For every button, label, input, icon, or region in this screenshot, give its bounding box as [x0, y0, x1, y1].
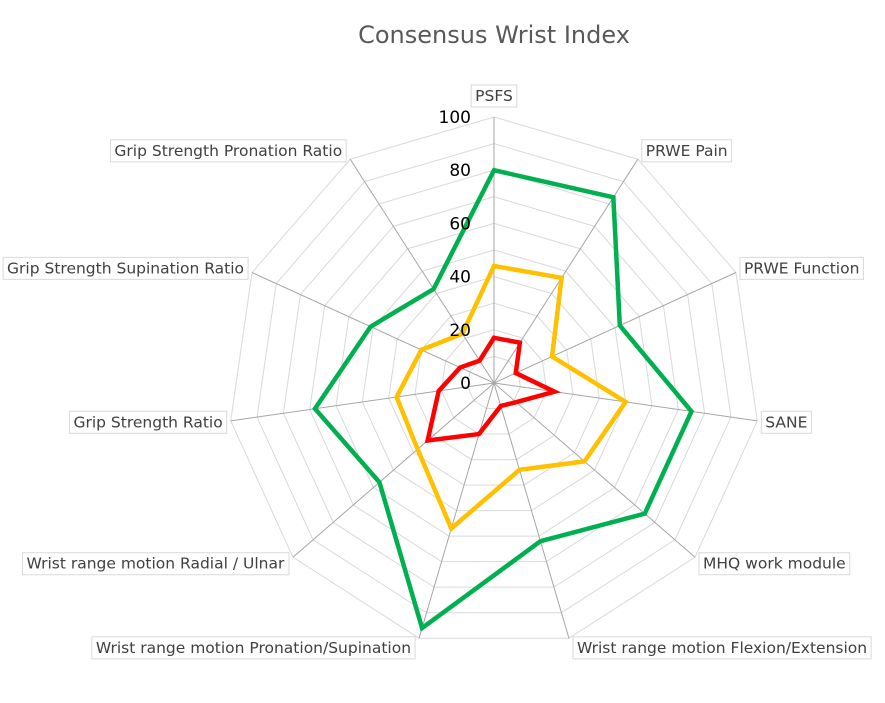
category-label-text: Grip Strength Ratio [73, 413, 222, 431]
data-point [689, 409, 693, 413]
tick-label: 40 [449, 268, 471, 288]
data-point [432, 287, 436, 291]
series-line [424, 335, 561, 444]
grid-ring [414, 302, 574, 461]
category-label-text: SANE [765, 413, 807, 431]
grid-spoke [493, 382, 696, 558]
data-point [492, 264, 496, 268]
data-point [395, 395, 399, 399]
category-label: PRWE Function [739, 256, 864, 280]
data-point [514, 400, 518, 404]
grid-spoke [292, 382, 495, 558]
data-point [518, 341, 522, 345]
grid-ring [335, 222, 653, 537]
data-point [478, 359, 482, 363]
category-label-text: Wrist range motion Flexion/Extension [577, 639, 867, 657]
category-label: Wrist range motion Pronation/Supination [91, 636, 416, 660]
category-label: Grip Strength Pronation Ratio [109, 139, 347, 163]
series-line [312, 167, 695, 632]
grid-spoke [230, 382, 495, 422]
category-label-text: PRWE Pain [646, 142, 728, 160]
category-label-box [470, 84, 518, 108]
data-point [618, 324, 622, 328]
data-point [643, 512, 647, 516]
grid-ring [388, 276, 600, 486]
data-point [624, 400, 628, 404]
category-label-text: PSFS [475, 87, 513, 105]
grid-ring [282, 169, 706, 588]
category-label: SANE [760, 410, 812, 434]
category-label-text: PRWE Function [744, 259, 859, 277]
category-label: Grip Strength Supination Ratio [2, 256, 249, 280]
data-point [492, 168, 496, 172]
data-point [437, 389, 441, 393]
tick-label: 20 [449, 321, 471, 341]
data-point [420, 626, 424, 630]
category-label-box [739, 256, 864, 280]
category-label-text: Wrist range motion Radial / Ulnar [26, 555, 285, 573]
grid-ring [230, 116, 758, 639]
grid-ring [440, 329, 548, 435]
data-point [416, 447, 420, 451]
data-point [449, 526, 453, 530]
data-point [538, 539, 542, 543]
radar-grid [230, 116, 758, 639]
category-label-text: MHQ work module [703, 555, 846, 573]
data-point [514, 371, 518, 375]
grid-ring [256, 143, 732, 614]
category-label: Wrist range motion Flexion/Extension [572, 636, 872, 660]
category-label: MHQ work module [698, 552, 851, 576]
series-line [394, 263, 629, 533]
category-label-box [698, 552, 851, 576]
data-point [377, 480, 381, 484]
tick-label: 0 [460, 374, 471, 394]
data-point [553, 390, 557, 394]
category-label-text: Grip Strength Pronation Ratio [114, 142, 342, 160]
data-point [517, 468, 521, 472]
grid-ring [309, 196, 679, 563]
data-point [550, 354, 554, 358]
category-label: Grip Strength Ratio [68, 410, 228, 434]
category-label: Wrist range motion Radial / Ulnar [21, 552, 290, 576]
tick-label: 100 [439, 108, 471, 128]
category-label-box [760, 410, 812, 434]
grid-spoke [493, 272, 737, 384]
radar-series [312, 167, 695, 632]
data-point [419, 348, 423, 352]
category-label-box [21, 552, 290, 576]
data-point [313, 407, 317, 411]
category-label-box [109, 139, 347, 163]
data-point [611, 195, 615, 199]
data-point [582, 459, 586, 463]
category-label-box [2, 256, 249, 280]
category-labels: PSFS PRWE Pain PRWE Function SANE MHQ work m… [2, 84, 872, 660]
tick-label: 60 [449, 214, 471, 234]
radial-tick-labels: 0 20 40 60 80 100 [439, 108, 471, 394]
category-label: PRWE Pain [641, 139, 733, 163]
data-point [426, 438, 430, 442]
data-point [560, 276, 564, 280]
category-label-text: Grip Strength Supination Ratio [7, 259, 244, 277]
tick-label: 80 [449, 161, 471, 181]
data-point [369, 325, 373, 329]
data-point [477, 432, 481, 436]
category-label-box [91, 636, 416, 660]
data-point [458, 366, 462, 370]
category-label-box [68, 410, 228, 434]
grid-spoke [418, 382, 495, 639]
chart-title: Consensus Wrist Index [358, 21, 630, 49]
data-point [460, 332, 464, 336]
category-label-box [641, 139, 733, 163]
category-label: PSFS [470, 84, 518, 108]
grid-spoke [349, 158, 495, 384]
category-label-box [572, 636, 872, 660]
category-label-text: Wrist range motion Pronation/Supination [96, 639, 411, 657]
data-point [499, 404, 503, 408]
grid-spoke [493, 382, 570, 639]
data-point [492, 336, 496, 340]
